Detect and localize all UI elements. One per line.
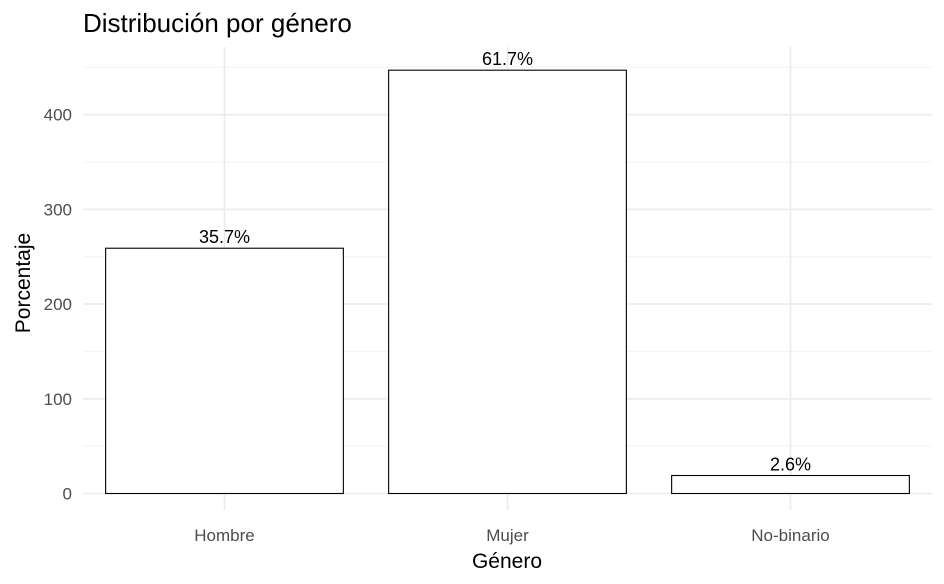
bar-hombre (105, 247, 344, 495)
bar-no-binario (671, 474, 910, 495)
y-tick-label: 0 (63, 485, 72, 504)
data-label: 35.7% (199, 227, 250, 247)
x-axis-title: Género (472, 550, 542, 573)
y-tick-label: 200 (44, 295, 72, 314)
bars (105, 69, 910, 495)
x-tick-label: Mujer (486, 526, 529, 545)
y-tick-label: 400 (44, 106, 72, 125)
x-tick-label: No-binario (751, 526, 829, 545)
bar-mujer (388, 69, 627, 495)
y-axis-ticks: 0 100 200 300 400 (44, 106, 72, 504)
data-label: 61.7% (482, 49, 533, 69)
y-tick-label: 100 (44, 390, 72, 409)
data-labels: 35.7% 61.7% 2.6% (199, 49, 811, 474)
y-axis-title: Porcentaje (12, 233, 35, 333)
x-axis-ticks: Hombre Mujer No-binario (194, 526, 829, 545)
chart-title: Distribución por género (83, 8, 352, 38)
data-label: 2.6% (770, 455, 811, 475)
x-tick-label: Hombre (194, 526, 254, 545)
y-tick-label: 300 (44, 200, 72, 219)
